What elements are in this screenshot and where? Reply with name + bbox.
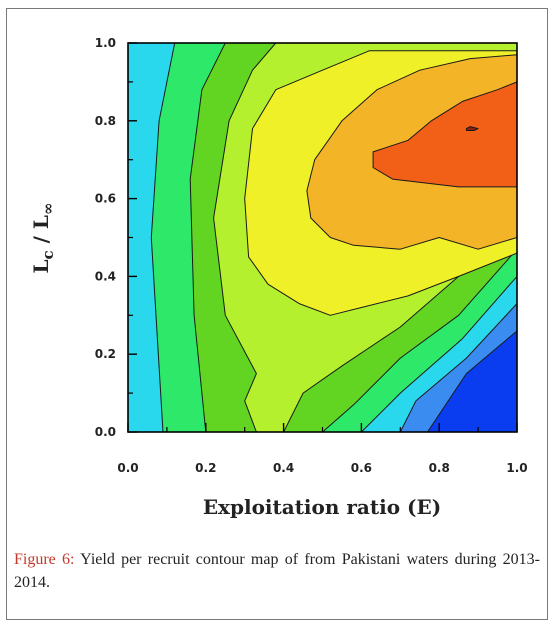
y-tick-label-5: 1.0 (95, 36, 116, 50)
x-tick-label-1: 0.2 (195, 461, 216, 475)
y-axis: 0.0 0.2 0.4 0.6 0.8 1.0 (95, 36, 137, 439)
y-tick-label-1: 0.2 (95, 347, 116, 361)
y-axis-title: Lc / L∞ (29, 203, 57, 274)
y-axis-title-sub2: ∞ (39, 203, 57, 216)
x-axis: 0.0 0.2 0.4 0.6 0.8 1.0 (117, 423, 528, 475)
x-tick-label-5: 1.0 (506, 461, 527, 475)
contour-band-9 (465, 126, 479, 131)
y-tick-label-0: 0.0 (95, 425, 116, 439)
x-tick-label-3: 0.6 (351, 461, 372, 475)
x-axis-title: Exploitation ratio (E) (203, 495, 441, 519)
y-axis-title-mid: / L (29, 215, 53, 250)
caption-label: Figure 6: (14, 551, 75, 568)
y-tick-label-2: 0.4 (95, 269, 116, 283)
contour-bands (128, 43, 517, 432)
x-tick-label-2: 0.4 (273, 461, 294, 475)
y-axis-title-main: L (29, 259, 53, 273)
caption-text: Yield per recruit contour map of from Pa… (14, 551, 541, 591)
y-tick-label-3: 0.6 (95, 192, 116, 206)
contour-band-8 (372, 81, 517, 188)
y-axis-title-sub1: c (39, 250, 57, 259)
x-tick-label-4: 0.8 (429, 461, 450, 475)
contour-chart: 0.0 0.2 0.4 0.6 0.8 1.0 0.0 0.2 0.4 0.6 0.8 1.0 Ex… (29, 36, 528, 519)
x-tick-label-0: 0.0 (117, 461, 138, 475)
figure-caption: Figure 6: Yield per recruit contour map … (14, 548, 540, 594)
y-tick-label-4: 0.8 (95, 114, 116, 128)
